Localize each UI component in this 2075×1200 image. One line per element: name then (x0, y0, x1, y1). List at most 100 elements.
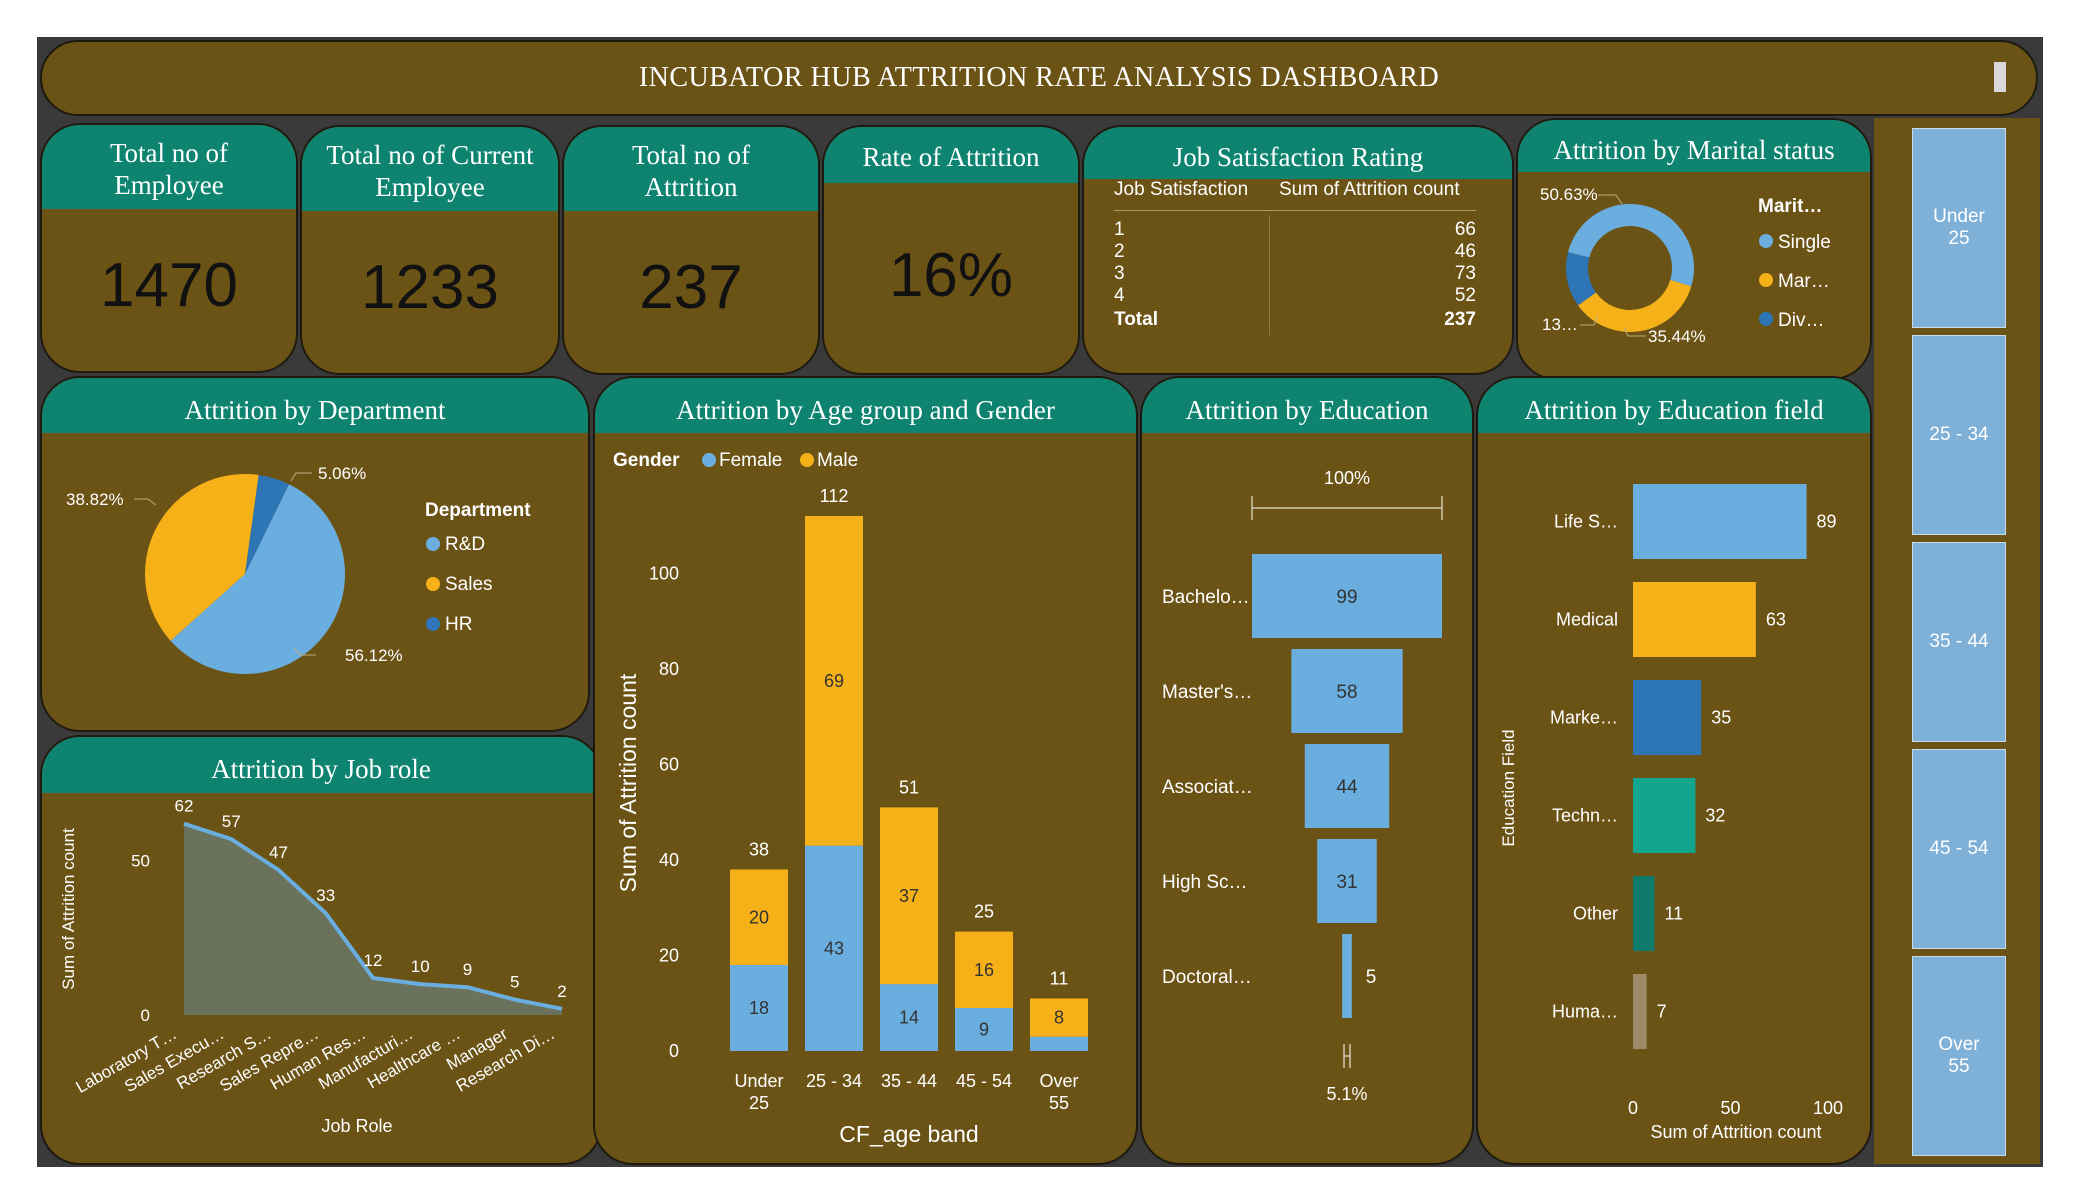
leader-line (134, 498, 157, 506)
segment-label: 18 (749, 998, 769, 1018)
slice-label: 13… (1542, 315, 1578, 334)
scroll-handle[interactable] (1994, 62, 2006, 92)
segment-label: 9 (979, 1020, 989, 1040)
x-tick-label: Over (1039, 1071, 1078, 1091)
x-tick-label: 100 (1813, 1098, 1843, 1118)
x-tick-label: 55 (1049, 1093, 1069, 1113)
donut-slice-0 (1568, 203, 1694, 287)
legend-marker-1 (800, 453, 814, 467)
kpi-current-employee: Total no of Current Employee 1233 (300, 125, 560, 375)
data-label: 35 (1711, 708, 1731, 728)
y-tick-label: Techn… (1552, 806, 1618, 826)
data-label: 62 (175, 797, 194, 816)
jobrole-panel: Attrition by Job role 0 50 62 57 47 33 12 10 9 5 2… (40, 735, 602, 1165)
y-tick-label: Other (1573, 904, 1618, 924)
leader-line (290, 472, 312, 482)
bar (1633, 582, 1756, 657)
col-header-job-satisfaction: Job Satisfaction (1114, 179, 1249, 200)
slice-label: 35.44% (1648, 327, 1706, 346)
data-label: 10 (411, 957, 430, 976)
legend-marker-1 (426, 577, 440, 591)
table-row: 4 52 (1114, 285, 1476, 307)
funnel-value-label: 99 (1336, 587, 1357, 608)
data-label: 9 (463, 960, 472, 979)
bar-segment-female (1030, 1036, 1088, 1051)
edufield-panel: Attrition by Education field 89 Life S… 63… (1476, 376, 1872, 1165)
job-satisfaction-panel: Job Satisfaction Rating Job Satisfaction… (1082, 125, 1514, 375)
funnel-bar (1252, 554, 1442, 638)
x-axis-title: Job Role (321, 1116, 392, 1136)
cell-value: 52 (1454, 285, 1476, 306)
bar (1633, 876, 1655, 951)
y-tick-label: 100 (649, 563, 679, 583)
total-label: 11 (1050, 968, 1069, 988)
bar-segment-male (955, 931, 1013, 1009)
bar-segment-female (880, 984, 938, 1051)
panel-title: Attrition by Department (42, 378, 588, 433)
total-label: 38 (749, 839, 769, 859)
area-fill (184, 823, 562, 1015)
table-total-row: Total 237 (1114, 309, 1476, 331)
table-row: 2 46 (1114, 241, 1476, 263)
slicer-35-44[interactable]: 35 - 44 (1912, 542, 2006, 742)
slice-label: 5.06% (318, 464, 366, 483)
slicer-over-55[interactable]: Over 55 (1912, 956, 2006, 1156)
funnel-bar (1291, 649, 1403, 733)
leader-line (1580, 315, 1599, 326)
segment-label: 14 (899, 1008, 919, 1028)
funnel-top-label: 100% (1324, 468, 1370, 488)
funnel-value-label: 44 (1336, 777, 1358, 798)
panel-title: Attrition by Marital status (1518, 120, 1870, 172)
table-divider (1114, 210, 1476, 211)
leader-line (1598, 194, 1623, 205)
slice-label: 56.12% (345, 646, 403, 665)
funnel-bar (1304, 744, 1390, 828)
total-label: 112 (820, 486, 849, 506)
marital-status-panel: Attrition by Marital status 50.63% 35.44%… (1516, 118, 1872, 380)
kpi-total-employee: Total no of Employee 1470 (40, 123, 298, 373)
bar-segment-female (955, 1008, 1013, 1051)
legend-title: Department (425, 500, 531, 521)
slicer-25-34[interactable]: 25 - 34 (1912, 335, 2006, 535)
data-label: 57 (222, 812, 241, 831)
title-bar: INCUBATOR HUB ATTRITION RATE ANALYSIS DA… (40, 40, 2038, 116)
cell-value: 73 (1454, 263, 1476, 284)
legend-marker-0 (702, 453, 716, 467)
slicer-45-54[interactable]: 45 - 54 (1912, 749, 2006, 949)
slicer-under-25[interactable]: Under 25 (1912, 128, 2006, 328)
kpi-value: 237 (639, 253, 743, 322)
kpi-label: Total no of Employee (42, 125, 296, 209)
data-label: 2 (557, 982, 566, 1001)
education-funnel-chart: 100% 99 Bachelo… 58 Master's… 44 Associat… 31 Hi… (1162, 468, 1443, 1104)
bar-segment-male (880, 807, 938, 985)
x-tick-label: 25 (749, 1093, 769, 1113)
agegender-panel: Attrition by Age group and Gender 0 20 40 6… (593, 376, 1138, 1165)
funnel-category-label: Bachelo… (1162, 587, 1250, 608)
legend-label: Sales (445, 574, 493, 595)
legend-marker-2 (426, 617, 440, 631)
funnel-category-label: Master's… (1162, 682, 1252, 703)
funnel-category-label: Associat… (1162, 777, 1253, 798)
pie-slice-0 (170, 484, 345, 674)
bar-segment-male (1030, 998, 1088, 1037)
bar-segment-male (805, 516, 863, 846)
data-label: 33 (316, 886, 335, 905)
legend-label: Mar… (1778, 271, 1830, 292)
legend-marker-1 (1759, 273, 1773, 287)
data-label: 89 (1817, 512, 1837, 532)
edufield-bar-chart: 89 Life S… 63 Medical 35 Marke… 32 Techn… 11 Othe… (1499, 484, 1843, 1142)
y-tick-label: 60 (659, 754, 679, 774)
y-tick-label: 0 (141, 1006, 150, 1025)
data-label: 11 (1664, 904, 1683, 924)
legend-label: HR (445, 614, 472, 635)
table-row: 1 66 (1114, 219, 1476, 241)
kpi-value: 16% (888, 241, 1014, 310)
cell-key: 1 (1114, 219, 1125, 240)
y-axis-title: Education Field (1499, 729, 1518, 846)
x-tick-label: 45 - 54 (956, 1071, 1012, 1091)
funnel-bar (1342, 934, 1352, 1018)
slice-label: 38.82% (66, 490, 124, 509)
segment-label: 37 (899, 886, 919, 906)
